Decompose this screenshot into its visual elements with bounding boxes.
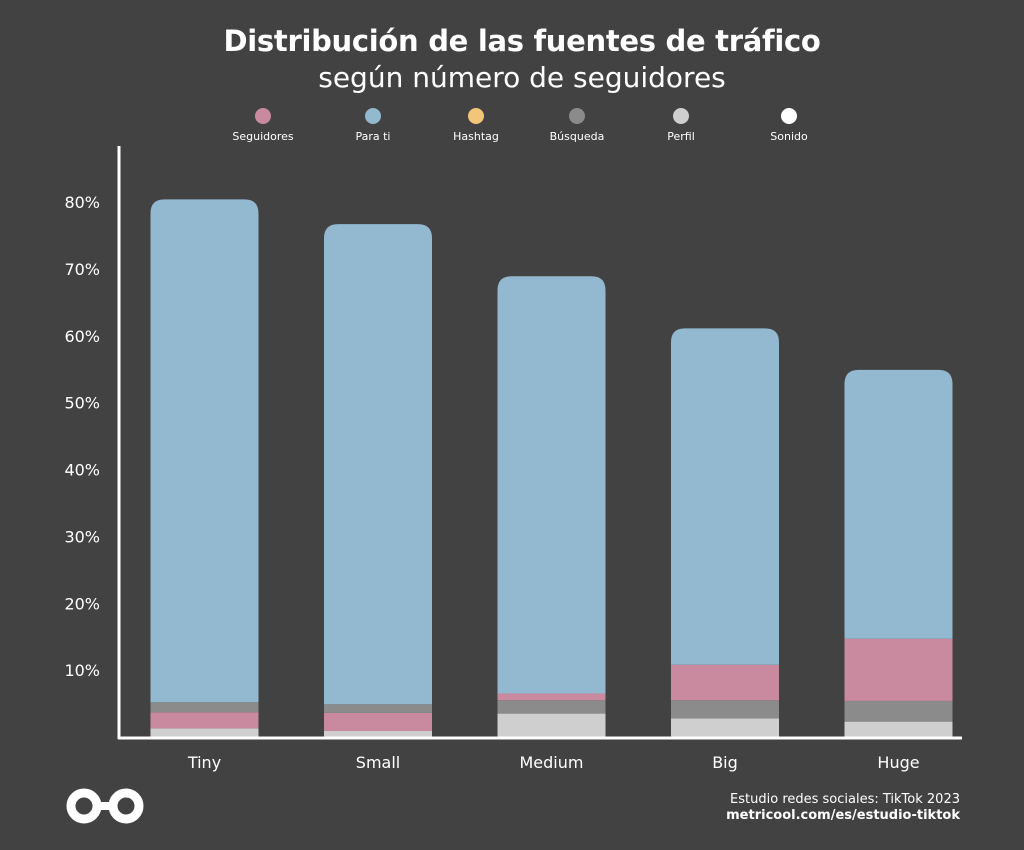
chart-title: Distribución de las fuentes de tráfico [223,24,821,58]
y-tick-label: 20% [64,594,100,613]
legend-label-busqueda: Búsqueda [549,130,605,143]
legend-label-para-ti: Para ti [355,130,391,143]
x-tick-label: Medium [520,753,584,772]
bar-segment-seguidores [324,712,432,731]
y-tick-label: 40% [64,461,100,480]
legend-swatch-para-ti [365,108,381,124]
bar-segment-para-ti [844,369,953,639]
bar-segment-busqueda [671,700,779,719]
legend-item-seguidores: Seguidores [208,108,318,143]
bar-segment-perfil [497,713,606,737]
bar-segment-seguidores [844,638,953,701]
legend-swatch-sonido [781,108,797,124]
bar-segment-perfil [150,728,259,737]
legend-label-hashtag: Hashtag [453,130,499,143]
legend-swatch-seguidores [255,108,271,124]
bar-segment-busqueda [844,700,953,722]
bar-segment-busqueda [324,704,432,713]
footer-source: Estudio redes sociales: TikTok 2023 [730,792,960,807]
legend-label-sonido: Sonido [770,130,808,143]
bar-segment-busqueda [497,700,606,714]
x-tick-label: Small [356,753,400,772]
x-tick-label: Huge [877,753,919,772]
bar-segment-para-ti [324,224,432,705]
bar-segment-para-ti [150,199,259,703]
legend-swatch-busqueda [569,108,585,124]
y-tick-label: 50% [64,394,100,413]
bar-segment-seguidores [497,693,606,701]
footer-url: metricool.com/es/estudio-tiktok [726,808,960,823]
y-tick-label: 60% [64,327,100,346]
y-tick-label: 10% [64,661,100,680]
bar-segment-perfil [844,721,953,737]
bar-segment-seguidores [671,664,779,701]
legend: Seguidores Para ti Hashtag Búsqueda Perf… [0,108,1024,148]
bar-segment-perfil [671,718,779,737]
legend-label-perfil: Perfil [667,130,695,143]
legend-swatch-hashtag [468,108,484,124]
y-tick-label: 30% [64,527,100,546]
metricool-infinity-logo-icon [66,788,144,824]
legend-label-seguidores: Seguidores [232,130,294,143]
bar-segment-para-ti [497,276,606,694]
legend-item-sonido: Sonido [734,108,844,143]
bar-segment-perfil [324,730,432,737]
legend-item-busqueda: Búsqueda [522,108,632,143]
chart-subtitle: según número de seguidores [318,61,726,94]
legend-swatch-perfil [673,108,689,124]
legend-item-perfil: Perfil [626,108,736,143]
y-tick-label: 80% [64,193,100,212]
legend-item-hashtag: Hashtag [421,108,531,143]
bar-segment-seguidores [150,712,259,729]
bar-segment-busqueda [150,702,259,713]
y-tick-label: 70% [64,260,100,279]
x-tick-label: Tiny [187,753,221,772]
x-tick-label: Big [712,753,738,772]
legend-item-para-ti: Para ti [318,108,428,143]
bar-segment-para-ti [671,328,779,665]
